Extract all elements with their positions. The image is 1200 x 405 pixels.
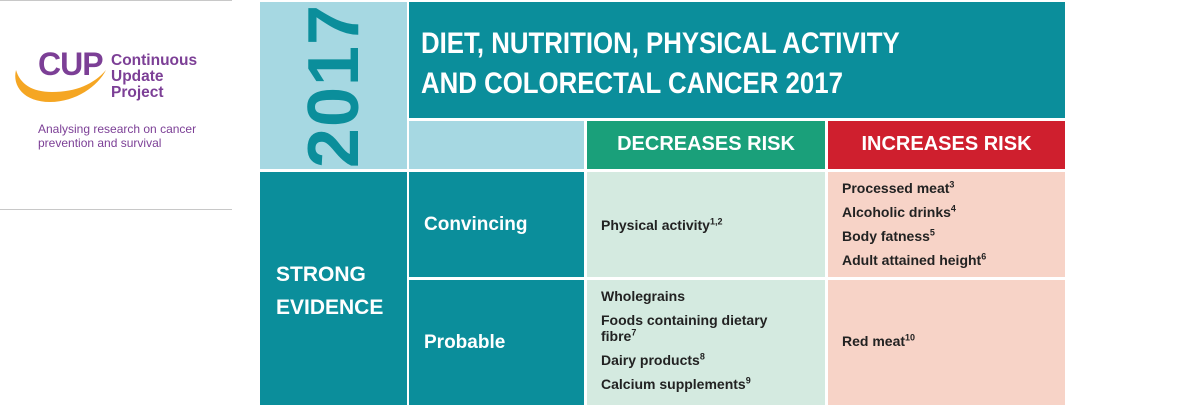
factor-text: Wholegrains <box>601 288 686 304</box>
probable-row-header: Probable <box>409 280 584 405</box>
risk-factor-item: Adult attained height6 <box>842 252 986 268</box>
footnote-ref: 5 <box>929 227 935 238</box>
risk-factor-item: Foods containing dietary fibre7 <box>601 312 801 344</box>
factor-text: Processed meat <box>842 180 950 196</box>
increases-risk-label: INCREASES RISK <box>861 133 1032 155</box>
strong-evidence-line: EVIDENCE <box>276 296 384 319</box>
decreases-risk-header: DECREASES RISK <box>587 121 825 169</box>
convincing-decreases-cell: Physical activity1,2 <box>587 172 825 277</box>
factor-list: Processed meat3 Alcoholic drinks4 Body f… <box>842 180 986 268</box>
matrix-title-line: AND COLORECTAL CANCER 2017 <box>421 67 843 100</box>
cup-panel: CUP Continuous Update Project Analysing … <box>0 0 232 405</box>
strong-evidence-cell: STRONG EVIDENCE <box>260 172 407 405</box>
cup-name-line: Continuous <box>111 52 198 69</box>
convincing-increases-cell: Processed meat3 Alcoholic drinks4 Body f… <box>828 172 1065 277</box>
convincing-row-header: Convincing <box>409 172 584 277</box>
cup-name-line: Update <box>111 68 164 85</box>
cup-logo-letters: CUP <box>38 46 104 82</box>
factor-text: Foods containing dietary fibre <box>601 312 768 344</box>
bottom-divider <box>0 209 232 210</box>
risk-factor-item: Calcium supplements9 <box>601 376 801 392</box>
cup-tagline-line: Analysing research on cancer <box>38 122 197 136</box>
footnote-ref: 4 <box>950 203 956 214</box>
probable-increases-cell: Red meat10 <box>828 280 1065 405</box>
cup-project-name: Continuous Update Project <box>111 53 197 101</box>
footnote-ref: 3 <box>949 179 955 190</box>
risk-factor-item: Alcoholic drinks4 <box>842 204 986 220</box>
footnote-ref: 10 <box>905 332 916 343</box>
cup-logo: CUP <box>6 46 116 110</box>
cup-tagline-line: prevention and survival <box>38 136 162 150</box>
probable-decreases-cell: Wholegrains Foods containing dietary fib… <box>587 280 825 405</box>
risk-factor-item: Physical activity1,2 <box>601 217 722 233</box>
factor-text: Body fatness <box>842 228 930 244</box>
factor-text: Alcoholic drinks <box>842 204 951 220</box>
year-label: 2017 <box>294 3 374 169</box>
risk-factor-item: Dairy products8 <box>601 352 801 368</box>
footnote-ref: 7 <box>631 327 637 338</box>
year-cell: 2017 <box>260 2 407 169</box>
factor-text: Adult attained height <box>842 252 982 268</box>
factor-list: Red meat10 <box>842 333 915 349</box>
increases-risk-header: INCREASES RISK <box>828 121 1065 169</box>
strong-evidence-label: STRONG EVIDENCE <box>276 258 383 324</box>
footnote-ref: 9 <box>745 375 751 386</box>
cup-name-line: Project <box>111 84 164 101</box>
risk-factor-item: Wholegrains <box>601 288 801 304</box>
factor-text: Red meat <box>842 333 906 349</box>
strong-evidence-line: STRONG <box>276 263 366 286</box>
footnote-ref: 8 <box>699 351 705 362</box>
footnote-ref: 6 <box>981 251 987 262</box>
header-blank-cell <box>409 121 584 169</box>
cup-tagline: Analysing research on cancer prevention … <box>38 122 196 150</box>
footnote-ref: 1,2 <box>709 216 723 227</box>
probable-label: Probable <box>424 332 506 353</box>
convincing-label: Convincing <box>424 214 528 235</box>
top-divider <box>0 0 232 1</box>
factor-text: Dairy products <box>601 352 700 368</box>
matrix-title-line: DIET, NUTRITION, PHYSICAL ACTIVITY <box>421 27 900 60</box>
factor-list: Wholegrains Foods containing dietary fib… <box>601 288 801 392</box>
factor-text: Calcium supplements <box>601 376 746 392</box>
cup-swoosh-icon <box>15 70 106 102</box>
factor-list: Physical activity1,2 <box>601 217 722 233</box>
matrix-title-cell: DIET, NUTRITION, PHYSICAL ACTIVITY AND C… <box>409 2 1065 118</box>
risk-factor-item: Red meat10 <box>842 333 915 349</box>
factor-text: Physical activity <box>601 217 710 233</box>
risk-factor-item: Body fatness5 <box>842 228 986 244</box>
risk-factor-item: Processed meat3 <box>842 180 986 196</box>
decreases-risk-label: DECREASES RISK <box>617 133 795 155</box>
matrix-title: DIET, NUTRITION, PHYSICAL ACTIVITY AND C… <box>421 24 900 104</box>
